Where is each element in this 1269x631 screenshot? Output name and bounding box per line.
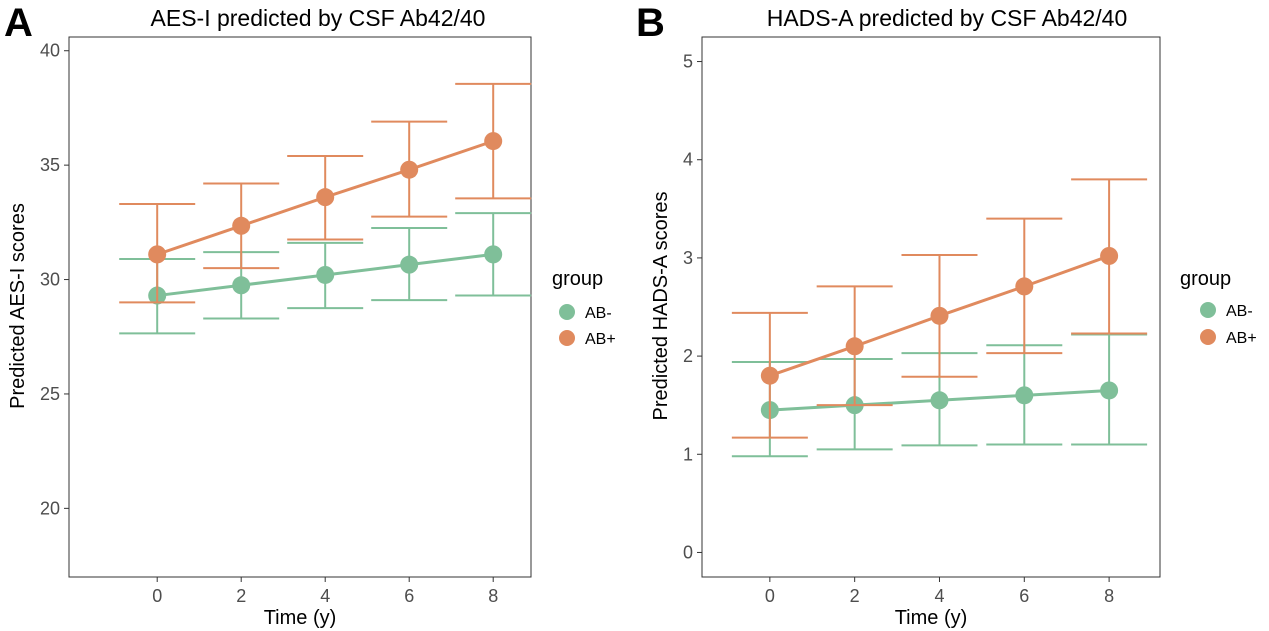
panel-b-point-ab-minus	[1015, 386, 1034, 405]
panel-a-point-ab-plus	[148, 245, 167, 264]
panel-b-legend-key-ab-plus	[1200, 329, 1216, 345]
panel-a: A AES-I predicted by CSF Ab42/40 2025303…	[4, 1, 532, 629]
panel-a-y-axis-title: Predicted AES-I scores	[7, 203, 29, 409]
panel-a-x-tick-label: 4	[320, 586, 330, 606]
panel-b-y-tick-label: 4	[683, 150, 693, 170]
panel-a-series	[119, 82, 532, 335]
panel-a-legend-key-ab-minus	[559, 304, 575, 320]
panel-b-ticks: 0 1 2 3 4 5 0 2 4 6 8	[683, 52, 1114, 606]
panel-a-legend-key-ab-plus	[559, 330, 575, 346]
panel-b-x-tick-label: 8	[1104, 586, 1114, 606]
panel-b-y-tick-label: 0	[683, 542, 693, 562]
panel-b-point-ab-minus	[1100, 381, 1119, 400]
panel-b-point-ab-plus	[845, 337, 864, 356]
panel-a-x-tick-label: 2	[236, 586, 246, 606]
panel-b-point-ab-plus	[760, 366, 779, 385]
panel-a-series-ab-plus	[119, 82, 532, 304]
panel-b-title: HADS-A predicted by CSF Ab42/40	[767, 5, 1128, 31]
panel-a-legend: group AB- AB+	[552, 268, 616, 348]
panel-b-x-tick-label: 6	[1019, 586, 1029, 606]
panel-b-point-ab-plus	[1015, 277, 1034, 296]
panel-a-letter: A	[4, 1, 33, 45]
panel-b-point-ab-plus	[930, 306, 949, 325]
panel-b-series	[731, 178, 1148, 458]
panel-a-y-tick-label: 20	[40, 498, 60, 518]
panel-a-x-tick-label: 0	[152, 586, 162, 606]
panel-a-legend-title: group	[552, 268, 603, 290]
panel-a-point-ab-minus	[316, 265, 335, 284]
panel-b-legend-label-ab-minus: AB-	[1226, 303, 1253, 320]
panel-b-x-tick-label: 4	[934, 586, 944, 606]
panel-a-point-ab-plus	[232, 216, 251, 235]
panel-b-legend: group AB- AB+	[1180, 268, 1257, 347]
panel-a-plot-frame	[68, 36, 532, 578]
panel-a-y-tick-label: 30	[40, 270, 60, 290]
panel-a-legend-label-ab-minus: AB-	[585, 305, 612, 322]
panel-b-y-axis-title: Predicted HADS-A scores	[650, 192, 672, 421]
panel-b-x-tick-label: 2	[850, 586, 860, 606]
panel-b-plot-frame	[701, 36, 1161, 578]
panel-a-x-axis-title: Time (y)	[264, 607, 337, 629]
panel-a-x-tick-label: 6	[404, 586, 414, 606]
panel-b-series-ab-plus	[731, 178, 1148, 439]
panel-a-point-ab-plus	[316, 188, 335, 207]
panel-b-y-tick-label: 2	[683, 346, 693, 366]
panel-b-letter: B	[636, 1, 665, 45]
panel-a-point-ab-minus	[232, 276, 251, 295]
panel-b: B HADS-A predicted by CSF Ab42/40 0 1 2 3 4 5…	[636, 1, 1161, 629]
panel-b-y-tick-label: 3	[683, 248, 693, 268]
panel-a-ticks: 20 25 30 35 40 0 2 4 6 8	[40, 41, 498, 606]
panel-a-point-ab-minus	[400, 255, 419, 274]
panel-a-y-tick-label: 40	[40, 41, 60, 61]
panel-a-legend-label-ab-plus: AB+	[585, 331, 616, 348]
panel-b-point-ab-minus	[930, 391, 949, 410]
panel-b-y-tick-label: 5	[683, 52, 693, 72]
panel-b-legend-title: group	[1180, 268, 1231, 290]
panel-a-y-tick-label: 25	[40, 384, 60, 404]
panel-b-x-tick-label: 0	[765, 586, 775, 606]
panel-a-point-ab-plus	[400, 160, 419, 179]
panel-b-legend-label-ab-plus: AB+	[1226, 330, 1257, 347]
panel-b-legend-key-ab-minus	[1200, 302, 1216, 318]
panel-a-point-ab-plus	[484, 132, 503, 151]
panel-a-x-tick-label: 8	[488, 586, 498, 606]
panel-b-y-tick-label: 1	[683, 444, 693, 464]
panel-a-y-tick-label: 35	[40, 155, 60, 175]
panel-b-point-ab-plus	[1100, 246, 1119, 265]
panel-a-title: AES-I predicted by CSF Ab42/40	[151, 5, 486, 31]
panel-b-x-axis-title: Time (y)	[895, 607, 968, 629]
panel-a-point-ab-minus	[484, 245, 503, 264]
